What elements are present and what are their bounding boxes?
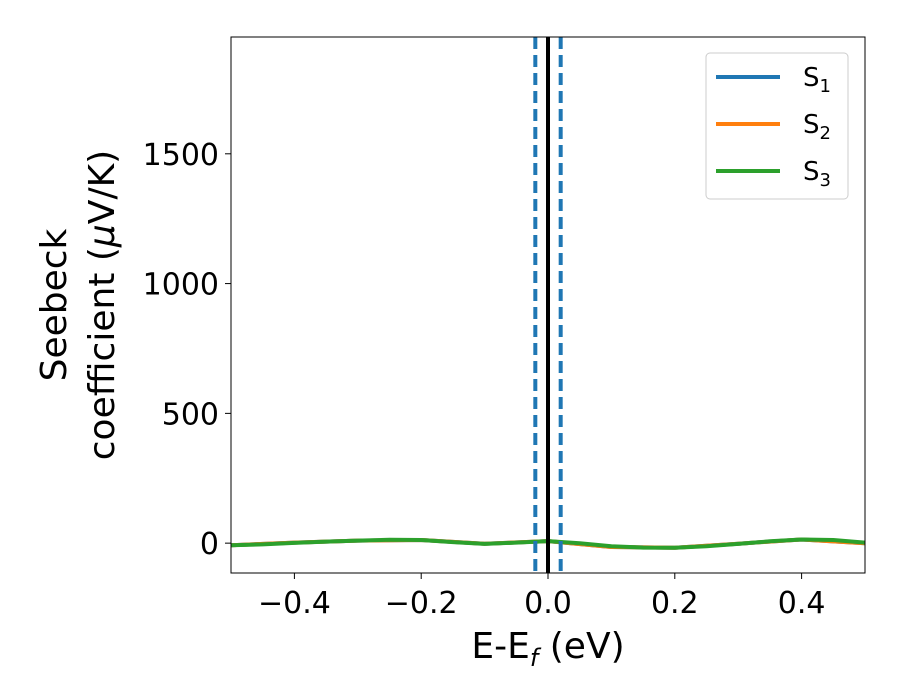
x-tick-label: 0.2: [651, 586, 699, 621]
y-axis-label-line2: coefficient (μV/K): [82, 150, 123, 460]
x-tick-label: 0.4: [778, 586, 826, 621]
y-tick-label: 0: [200, 527, 219, 562]
x-tick-label: −0.4: [258, 586, 331, 621]
y-tick-label: 1500: [143, 138, 219, 173]
y-tick-label: 500: [162, 397, 219, 432]
legend-label-s1: S1: [803, 63, 831, 97]
y-axis-label-line1: Seebeck: [34, 228, 75, 381]
legend: S1 S2 S3: [705, 52, 849, 200]
y-tick-label: 1000: [143, 268, 219, 303]
x-tick-label: −0.2: [385, 586, 458, 621]
x-axis-label: E-Ef (eV): [471, 626, 624, 672]
legend-label-s2: S2: [803, 110, 831, 144]
legend-label-s3: S3: [803, 157, 831, 191]
x-tick-label: 0.0: [524, 586, 572, 621]
